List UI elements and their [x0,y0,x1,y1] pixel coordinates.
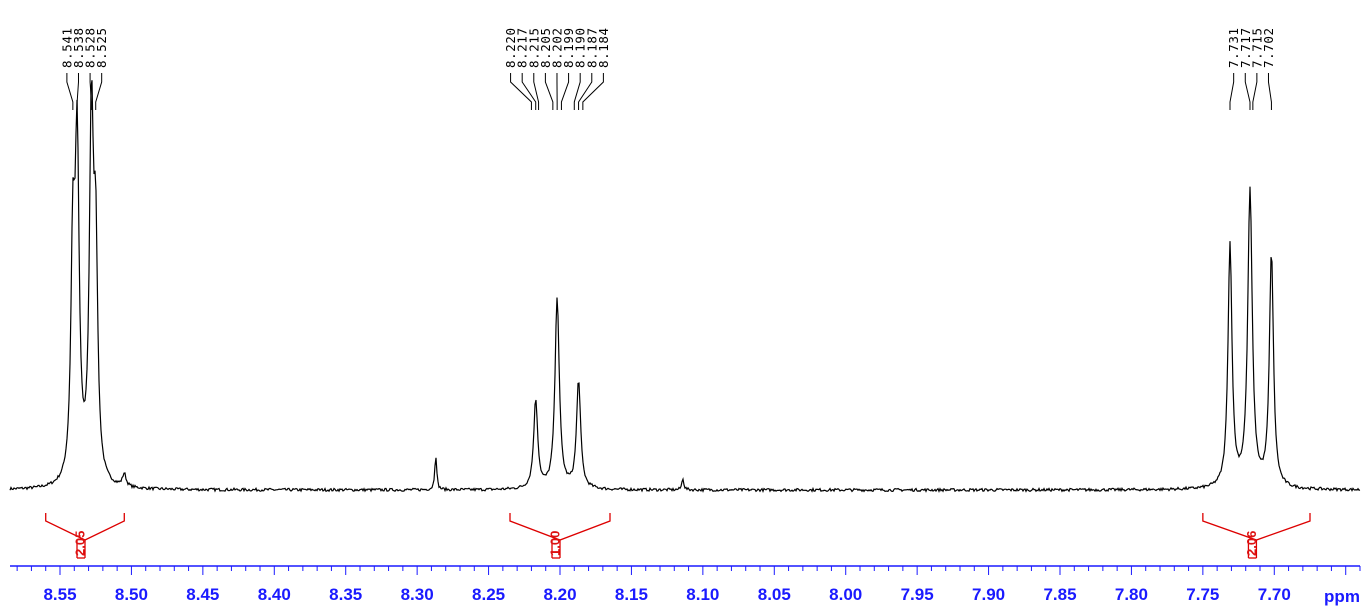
peak-label: 7.715 [1249,27,1264,68]
peak-leader-line [1229,73,1235,110]
peak-label: 8.528 [83,27,98,68]
peak-label: 7.731 [1226,27,1241,68]
integral-bracket: 1.00 [509,513,611,559]
x-tick-label: 8.35 [329,585,362,604]
peak-label: 8.202 [549,27,564,68]
integral-value: 2.05 [73,531,88,556]
peak-leader-line [578,73,593,110]
x-tick-label: 8.20 [543,585,576,604]
peak-label: 7.702 [1261,27,1276,68]
x-tick-label: 8.50 [115,585,148,604]
peak-leader-line [533,73,540,110]
peak-leader-line [510,73,532,110]
peak-leader-line [582,73,604,110]
integral-bracket: 2.06 [1202,513,1311,559]
x-tick-label: 7.95 [901,585,934,604]
x-tick-label: 7.75 [1186,585,1219,604]
peak-label: 8.215 [526,27,541,68]
peak-label: 8.187 [584,27,599,68]
peak-leader-line [544,73,554,110]
peak-leader-line [1267,73,1272,110]
ppm-axis: 8.55 8.50 8.45 8.40 8.35 8.30 8.25 8.20 8.15 8.10… [10,565,1361,606]
x-tick-label: 8.40 [258,585,291,604]
peak-label: 8.205 [538,27,553,68]
x-tick-label: 7.90 [972,585,1005,604]
peak-leader-line [1244,73,1251,110]
peak-label: 8.184 [596,27,611,68]
peak-leader-line [66,73,74,110]
x-tick-label: 8.05 [758,585,791,604]
x-axis-unit-label: ppm [1324,587,1360,606]
integral-bracket: 2.05 [45,513,125,559]
peak-leader-line [1252,73,1258,110]
peak-label: 8.199 [561,27,576,68]
spectrum-plot [9,80,1361,493]
integral-value: 1.00 [548,531,563,556]
x-tick-label: 8.45 [186,585,219,604]
x-tick-label: 8.55 [43,585,76,604]
integral-regions: 2.05 1.00 2.06 [45,513,1311,559]
x-tick-label: 8.30 [401,585,434,604]
x-tick-label: 7.85 [1043,585,1076,604]
peak-leader-line [573,73,581,110]
peak-label: 8.220 [503,27,518,68]
peak-leader-line [560,73,570,110]
x-tick-label: 7.70 [1258,585,1291,604]
x-tick-label: 8.25 [472,585,505,604]
peak-label: 8.217 [515,27,530,68]
x-tick-label: 8.15 [615,585,648,604]
peak-leader-line [95,73,103,110]
integral-value: 2.06 [1244,531,1259,556]
peak-label: 8.538 [71,27,86,68]
x-tick-label: 8.00 [829,585,862,604]
peak-label: 8.541 [59,27,74,68]
peak-label: 7.717 [1238,27,1253,68]
peak-leader-line [521,73,537,110]
peak-label: 8.525 [94,27,109,68]
peak-label: 8.190 [573,27,588,68]
x-tick-label: 7.80 [1115,585,1148,604]
spectrum-trace [9,80,1361,493]
x-tick-label: 8.10 [686,585,719,604]
